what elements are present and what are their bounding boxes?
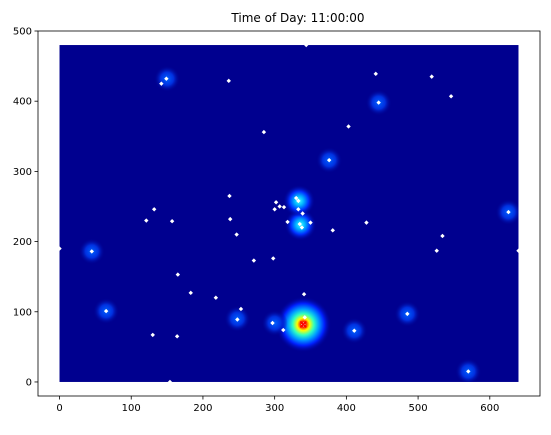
data-point <box>405 311 410 317</box>
data-point <box>304 42 309 48</box>
data-point <box>299 225 305 230</box>
data-point <box>273 200 279 205</box>
x-tick-label: 0 <box>56 403 62 414</box>
data-point <box>159 81 164 86</box>
x-tick-label: 600 <box>480 403 499 414</box>
data-point <box>272 207 277 212</box>
data-point <box>516 248 521 253</box>
data-point <box>144 218 149 223</box>
data-point <box>440 233 445 239</box>
chart-title: Time of Day: 11:00:00 <box>230 11 364 25</box>
x-tick-label: 500 <box>409 403 428 414</box>
data-point <box>373 71 378 77</box>
y-tick-label: 300 <box>13 167 32 178</box>
data-point <box>169 219 175 224</box>
data-point <box>164 76 169 81</box>
data-point <box>89 249 94 254</box>
data-point <box>293 195 299 201</box>
data-point <box>466 369 471 374</box>
data-point <box>376 100 381 105</box>
data-point <box>330 228 335 233</box>
data-point <box>188 290 193 296</box>
axes-frame <box>37 30 541 397</box>
y-tick-label: 200 <box>13 237 32 248</box>
data-point <box>238 306 244 312</box>
data-point <box>364 220 369 225</box>
data-point <box>174 334 180 339</box>
data-point <box>261 129 267 135</box>
x-tick-label: 400 <box>337 403 356 414</box>
data-point <box>270 320 275 326</box>
y-tick-label: 100 <box>13 307 32 318</box>
data-point <box>352 328 357 333</box>
data-point <box>235 317 240 322</box>
data-point <box>277 204 282 209</box>
data-point <box>301 292 307 297</box>
data-point <box>271 256 276 261</box>
y-tick-label: 500 <box>13 27 32 38</box>
data-point <box>213 295 219 300</box>
data-point <box>57 246 62 251</box>
data-point <box>281 204 287 210</box>
axes: 0 100 200 300 400 500 600 0 100 200 300 400 500 <box>13 27 541 414</box>
data-point <box>300 211 305 216</box>
data-point <box>434 248 439 253</box>
data-point <box>296 198 301 204</box>
data-point <box>429 74 434 79</box>
data-point <box>506 209 511 215</box>
data-point <box>175 272 181 277</box>
data-point <box>226 78 231 84</box>
data-point <box>308 220 313 225</box>
y-tick-label: 400 <box>13 97 32 108</box>
data-point <box>167 379 173 385</box>
x-tick-label: 200 <box>193 403 212 414</box>
hotspot-marker <box>299 320 307 328</box>
data-point <box>285 219 290 225</box>
data-point <box>234 232 239 237</box>
plot-area <box>57 42 521 385</box>
data-point <box>297 221 302 227</box>
data-point <box>103 308 109 314</box>
data-point <box>251 258 257 263</box>
data-point <box>150 332 155 338</box>
x-tick-label: 100 <box>122 403 141 414</box>
data-point <box>227 216 233 222</box>
data-point <box>302 315 307 320</box>
y-tick-label: 0 <box>26 377 32 388</box>
x-tick-label: 300 <box>265 403 284 414</box>
data-point <box>281 327 286 333</box>
data-point <box>326 157 332 163</box>
data-point <box>151 207 157 212</box>
data-point <box>296 207 301 212</box>
data-point <box>448 94 454 99</box>
data-point <box>346 124 351 129</box>
data-point <box>227 193 232 199</box>
